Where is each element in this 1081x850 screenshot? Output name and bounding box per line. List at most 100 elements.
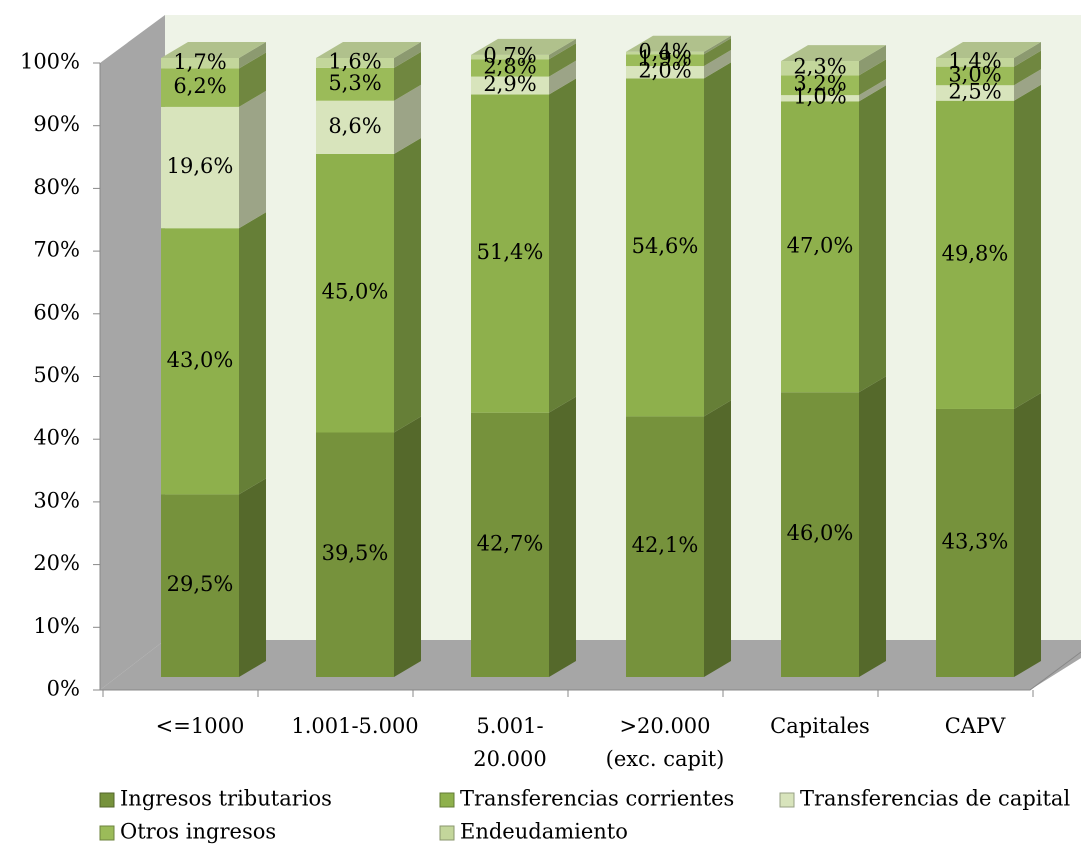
y-tick-label: 20% <box>33 551 80 575</box>
bar-side <box>859 45 886 76</box>
x-tick-label-line: 20.000 <box>473 747 546 771</box>
bar-side <box>1014 50 1041 86</box>
data-label: 1,0% <box>793 85 846 109</box>
y-tick-label: 40% <box>33 426 80 450</box>
data-label: 0,7% <box>483 44 536 68</box>
legend-swatch <box>99 825 115 841</box>
x-tick-label-line: >20.000 <box>619 714 710 738</box>
data-label: 3,2% <box>793 72 846 96</box>
legend-swatch <box>779 792 795 808</box>
data-label: 6,2% <box>173 74 226 98</box>
y-tick-label: 60% <box>33 300 80 324</box>
legend-label: Transferencias de capital <box>800 787 1070 811</box>
bar-segment <box>161 58 239 69</box>
x-tick-label-line: (exc. capit) <box>606 747 725 771</box>
bar-side <box>859 376 886 677</box>
bar-side <box>549 396 576 677</box>
bar-side <box>1014 42 1041 67</box>
bar-segment <box>316 153 394 433</box>
bar-segment <box>781 392 859 677</box>
y-tick-label: 90% <box>33 112 80 136</box>
x-tick-label: >20.000 (exc. capit) <box>606 714 725 771</box>
bar-segment <box>161 68 239 107</box>
bar-top <box>316 42 421 58</box>
x-tick-label-line: 1.001-5.000 <box>291 714 418 738</box>
data-label: 2,5% <box>948 79 1001 103</box>
data-label: 1,9% <box>638 47 691 71</box>
bar-side <box>549 38 576 60</box>
y-tick-label: 70% <box>33 238 80 262</box>
bar-side <box>1014 84 1041 409</box>
data-label: 54,6% <box>632 234 699 258</box>
legend-swatch <box>439 792 455 808</box>
bar-side <box>704 35 731 55</box>
y-tick-label: 10% <box>33 614 80 638</box>
data-label: 3,0% <box>948 62 1001 86</box>
legend-label: Ingresos tributarios <box>120 787 332 811</box>
x-tick-label: 1.001-5.000 <box>291 714 418 738</box>
x-tick-label-line: 5.001- <box>476 714 543 738</box>
data-label: 43,0% <box>167 348 234 372</box>
bar-side <box>549 60 576 95</box>
bar-side <box>549 78 576 413</box>
bar-segment <box>936 58 1014 67</box>
bar-segment <box>471 412 549 677</box>
legend-label: Otros ingresos <box>120 820 276 844</box>
bar-side <box>239 42 266 69</box>
bar-segment <box>626 78 704 417</box>
bar-segment <box>471 76 549 95</box>
x-tick-label: CAPV <box>945 714 1006 738</box>
bar-side <box>239 52 266 107</box>
bar-segment <box>936 408 1014 677</box>
data-label: 29,5% <box>167 572 234 596</box>
bar-segment <box>781 101 859 393</box>
data-label: 5,3% <box>328 71 381 95</box>
bar-segment <box>936 85 1014 101</box>
legend-label: Endeudamiento <box>460 820 628 844</box>
bar-side <box>859 85 886 393</box>
bar-side <box>394 51 421 101</box>
bar-segment <box>471 59 549 77</box>
data-label: 0,4% <box>638 40 691 64</box>
bar-top <box>161 42 266 58</box>
bar-segment <box>626 51 704 55</box>
x-tick-label-line: CAPV <box>945 714 1006 738</box>
bar-segment <box>781 95 859 102</box>
bar-side <box>394 416 421 677</box>
bar-segment <box>781 61 859 76</box>
x-tick-label: <=1000 <box>156 714 245 738</box>
data-label: 49,8% <box>942 241 1009 265</box>
data-label: 2,8% <box>483 54 536 78</box>
data-label: 43,3% <box>942 529 1009 553</box>
bar-top <box>626 35 731 52</box>
data-label: 19,6% <box>167 154 234 178</box>
x-axis <box>100 651 1081 691</box>
bar-side <box>704 62 731 417</box>
data-label: 1,6% <box>328 49 381 73</box>
bar-segment <box>471 54 549 60</box>
data-label: 42,7% <box>477 531 544 555</box>
data-label: 2,0% <box>638 59 691 83</box>
data-label: 39,5% <box>322 541 389 565</box>
bar-segment <box>936 100 1014 409</box>
bar-segment <box>161 494 239 677</box>
bar-segment <box>626 54 704 67</box>
bar-side <box>394 84 421 154</box>
side-wall <box>100 15 165 690</box>
data-label: 1,7% <box>173 50 226 74</box>
x-tick-label-line: <=1000 <box>156 714 245 738</box>
bar-segment <box>626 416 704 677</box>
bar-segment <box>936 66 1014 86</box>
x-tick-label: Capitales <box>770 714 870 738</box>
y-tick-label: 50% <box>33 363 80 387</box>
data-label: 8,6% <box>328 114 381 138</box>
bar-side <box>239 212 266 495</box>
bar-side <box>394 137 421 433</box>
data-label: 2,9% <box>483 72 536 96</box>
bar-segment <box>161 106 239 229</box>
bar-side <box>1014 392 1041 677</box>
bar-side <box>1014 69 1041 101</box>
bar-segment <box>316 100 394 154</box>
data-label: 46,0% <box>787 521 854 545</box>
legend-label: Transferencias corrientes <box>460 787 734 811</box>
